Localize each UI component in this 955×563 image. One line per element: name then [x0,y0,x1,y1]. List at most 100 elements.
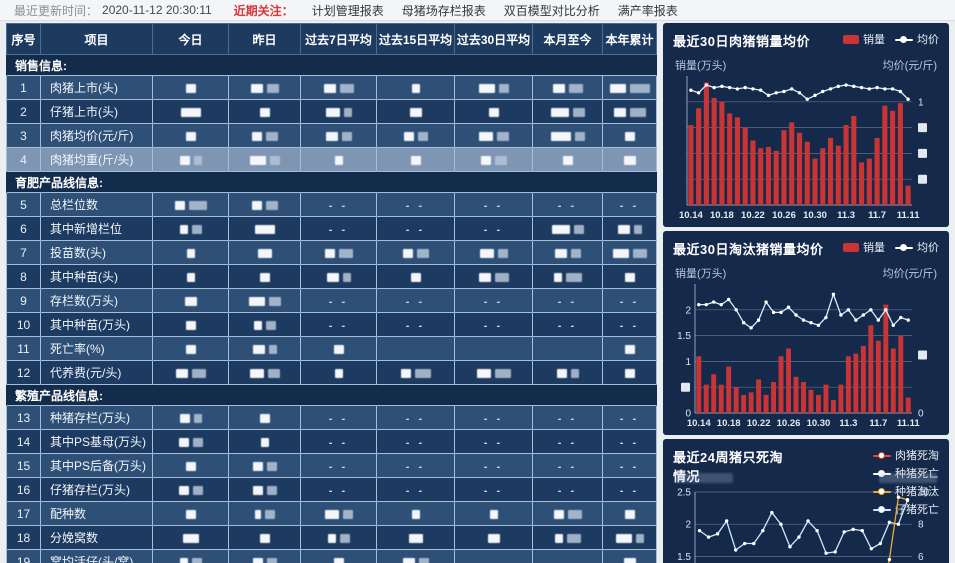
table-row[interactable]: 10 其中种苗(万头) - - - - - - - - - - [6,312,657,337]
redacted-value [185,461,196,471]
redacted-value [334,368,343,378]
table-row[interactable]: 17 配种数 [6,501,657,526]
data-cell [300,75,377,100]
data-cell [602,99,657,124]
row-label: 肉猪均价(元/斤) [40,123,153,148]
no-data-dash: - - [405,484,426,497]
redacted-value [267,368,280,378]
table-row[interactable]: 16 仔猪存栏(万头) - - - - - - - - - - [6,477,657,502]
redacted-value [488,107,499,117]
data-cell: - - [454,477,533,502]
table-row[interactable]: 7 投苗数(头) [6,240,657,265]
legend-item[interactable]: 销量 [843,31,885,47]
data-cell [532,525,603,550]
svg-text:2.5: 2.5 [677,488,691,499]
row-label: 其中PS基母(万头) [40,429,153,454]
table-row[interactable]: 13 种猪存栏(万头) - - - - - - - - - - [6,405,657,430]
axis-label-left: 销量(万头) [675,268,727,280]
axis-label-left-redacted [675,473,733,483]
table-row[interactable]: 14 其中PS基母(万头) - - - - - - - - - - [6,429,657,454]
row-number: 17 [6,501,41,526]
data-cell: - - [454,312,533,337]
topbar-link[interactable]: 满产率报表 [617,3,678,18]
topbar: 最近更新时间： 2020-11-12 20:30:11 近期关注： 计划管理报表… [0,0,955,21]
row-number: 14 [6,429,41,454]
table-row[interactable]: 11 死亡率(%) [6,336,657,361]
row-label: 其中种苗(头) [40,264,153,289]
row-label: 总栏位数 [40,192,153,217]
redacted-value [624,368,635,378]
legend-item[interactable]: 均价 [895,239,939,255]
data-cell [376,501,455,526]
data-cell: - - [376,405,455,430]
chart-title: 最近30日肉猪销量均价 [673,34,810,49]
no-data-dash: - - [483,295,504,308]
legend-label: 销量 [863,34,885,46]
redacted-value [175,368,188,378]
legend-item[interactable]: 销量 [843,239,885,255]
redacted-value [266,485,277,495]
redacted-value [252,344,265,354]
table-row[interactable]: 3 肉猪均价(元/斤) [6,123,657,148]
data-cell [300,240,377,265]
axis-label-right: 均价(元/斤) [882,268,937,280]
table-row[interactable]: 6 其中新增栏位 - - - - - - [6,216,657,241]
data-cell [228,525,301,550]
svg-text:10.22: 10.22 [741,210,765,221]
chart-legend: 肉猪死淘种猪死亡种猪淘汰仔猪死亡 [789,447,939,517]
data-cell [228,99,301,124]
svg-text:8: 8 [918,520,924,531]
chart-canvas: 2.521.510.5108642 [677,488,930,563]
legend-item[interactable]: 均价 [895,31,939,47]
data-cell: - - [300,288,377,313]
section-row: 育肥产品线信息: [6,171,657,193]
redacted-value [249,155,266,165]
redacted-value [629,107,646,117]
table-row[interactable]: 9 存栏数(万头) - - - - - - - - - - [6,288,657,313]
table-row[interactable]: 1 肉猪上市(头) [6,75,657,100]
table-row[interactable]: 5 总栏位数 - - - - - - - - - - [6,192,657,217]
row-number: 19 [6,549,41,563]
section-row: 销售信息: [6,54,657,76]
table-row[interactable]: 4 肉猪均重(斤/头) [6,147,657,172]
redacted-value [178,437,189,447]
data-cell [454,336,533,361]
row-number: 6 [6,216,41,241]
data-cell [152,99,229,124]
data-cell [454,75,533,100]
redacted-value [551,224,570,234]
redacted-value [617,224,630,234]
table-row[interactable]: 2 仔猪上市(头) [6,99,657,124]
no-data-dash: - - [619,436,640,449]
redacted-value [250,83,263,93]
table-row[interactable]: 12 代养费(元/头) [6,360,657,385]
table-header-row: 序号 项目 今日 昨日 过去7日平均 过去15日平均 过去30日平均 本月至今 本年累计 [6,23,657,55]
svg-text:10.26: 10.26 [777,418,801,429]
redacted-value [266,461,277,471]
svg-text:10.30: 10.30 [803,210,827,221]
row-number: 1 [6,75,41,100]
redacted-value [403,131,414,141]
redacted-value [410,272,421,282]
table-row[interactable]: 15 其中PS后备(万头) - - - - - - - - - - [6,453,657,478]
redacted-value [411,509,420,519]
table-row[interactable]: 8 其中种苗(头) [6,264,657,289]
legend-item[interactable]: 仔猪死亡 [873,501,939,517]
data-cell [602,147,657,172]
data-cell [228,240,301,265]
redacted-value [251,200,262,210]
legend-item[interactable]: 肉猪死淘 [873,447,939,463]
topbar-link[interactable]: 计划管理报表 [311,3,384,18]
table-row[interactable]: 18 分娩窝数 [6,525,657,550]
svg-text:1.5: 1.5 [677,552,691,563]
legend-label: 种猪淘汰 [895,486,939,498]
topbar-link[interactable]: 双百模型对比分析 [503,3,600,18]
legend-item[interactable]: 种猪淘汰 [873,483,939,499]
svg-text:10.18: 10.18 [717,418,741,429]
legend-item[interactable]: 种猪死亡 [873,465,939,481]
table-row[interactable]: 19 窝均活仔(头/窝) [6,549,657,563]
redacted-value [325,107,340,117]
redacted-value [567,509,582,519]
data-cell [152,147,229,172]
topbar-link[interactable]: 母猪场存栏报表 [401,3,486,18]
